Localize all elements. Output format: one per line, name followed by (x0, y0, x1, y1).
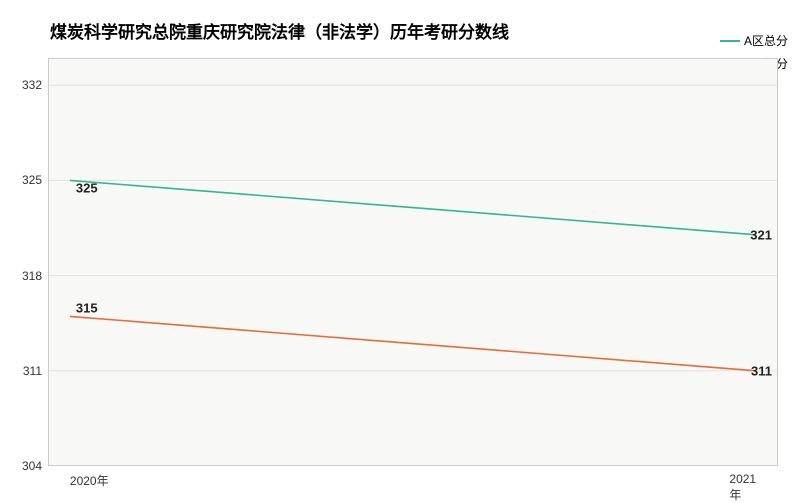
legend-swatch-a (720, 40, 740, 42)
chart-title: 煤炭科学研究总院重庆研究院法律（非法学）历年考研分数线 (50, 18, 509, 43)
chart-container: 煤炭科学研究总院重庆研究院法律（非法学）历年考研分数线 A区总分 B区总分 30… (0, 0, 800, 500)
legend-label-a: A区总分 (744, 32, 788, 49)
data-label: 315 (76, 301, 98, 316)
legend-item-a: A区总分 (720, 32, 788, 49)
y-tick-label: 311 (23, 364, 48, 378)
data-label: 325 (76, 181, 98, 196)
plot-svg (48, 58, 778, 466)
y-tick-label: 304 (22, 459, 48, 473)
data-label: 311 (751, 363, 772, 378)
plot-area: 3043113183253322020年2021年325321315311 (48, 58, 778, 466)
x-tick-label: 2020年 (70, 466, 109, 489)
y-tick-label: 318 (22, 269, 48, 283)
data-label: 321 (750, 227, 772, 242)
x-tick-label: 2021年 (729, 466, 756, 503)
y-tick-label: 325 (22, 173, 48, 187)
y-tick-label: 332 (22, 78, 48, 92)
